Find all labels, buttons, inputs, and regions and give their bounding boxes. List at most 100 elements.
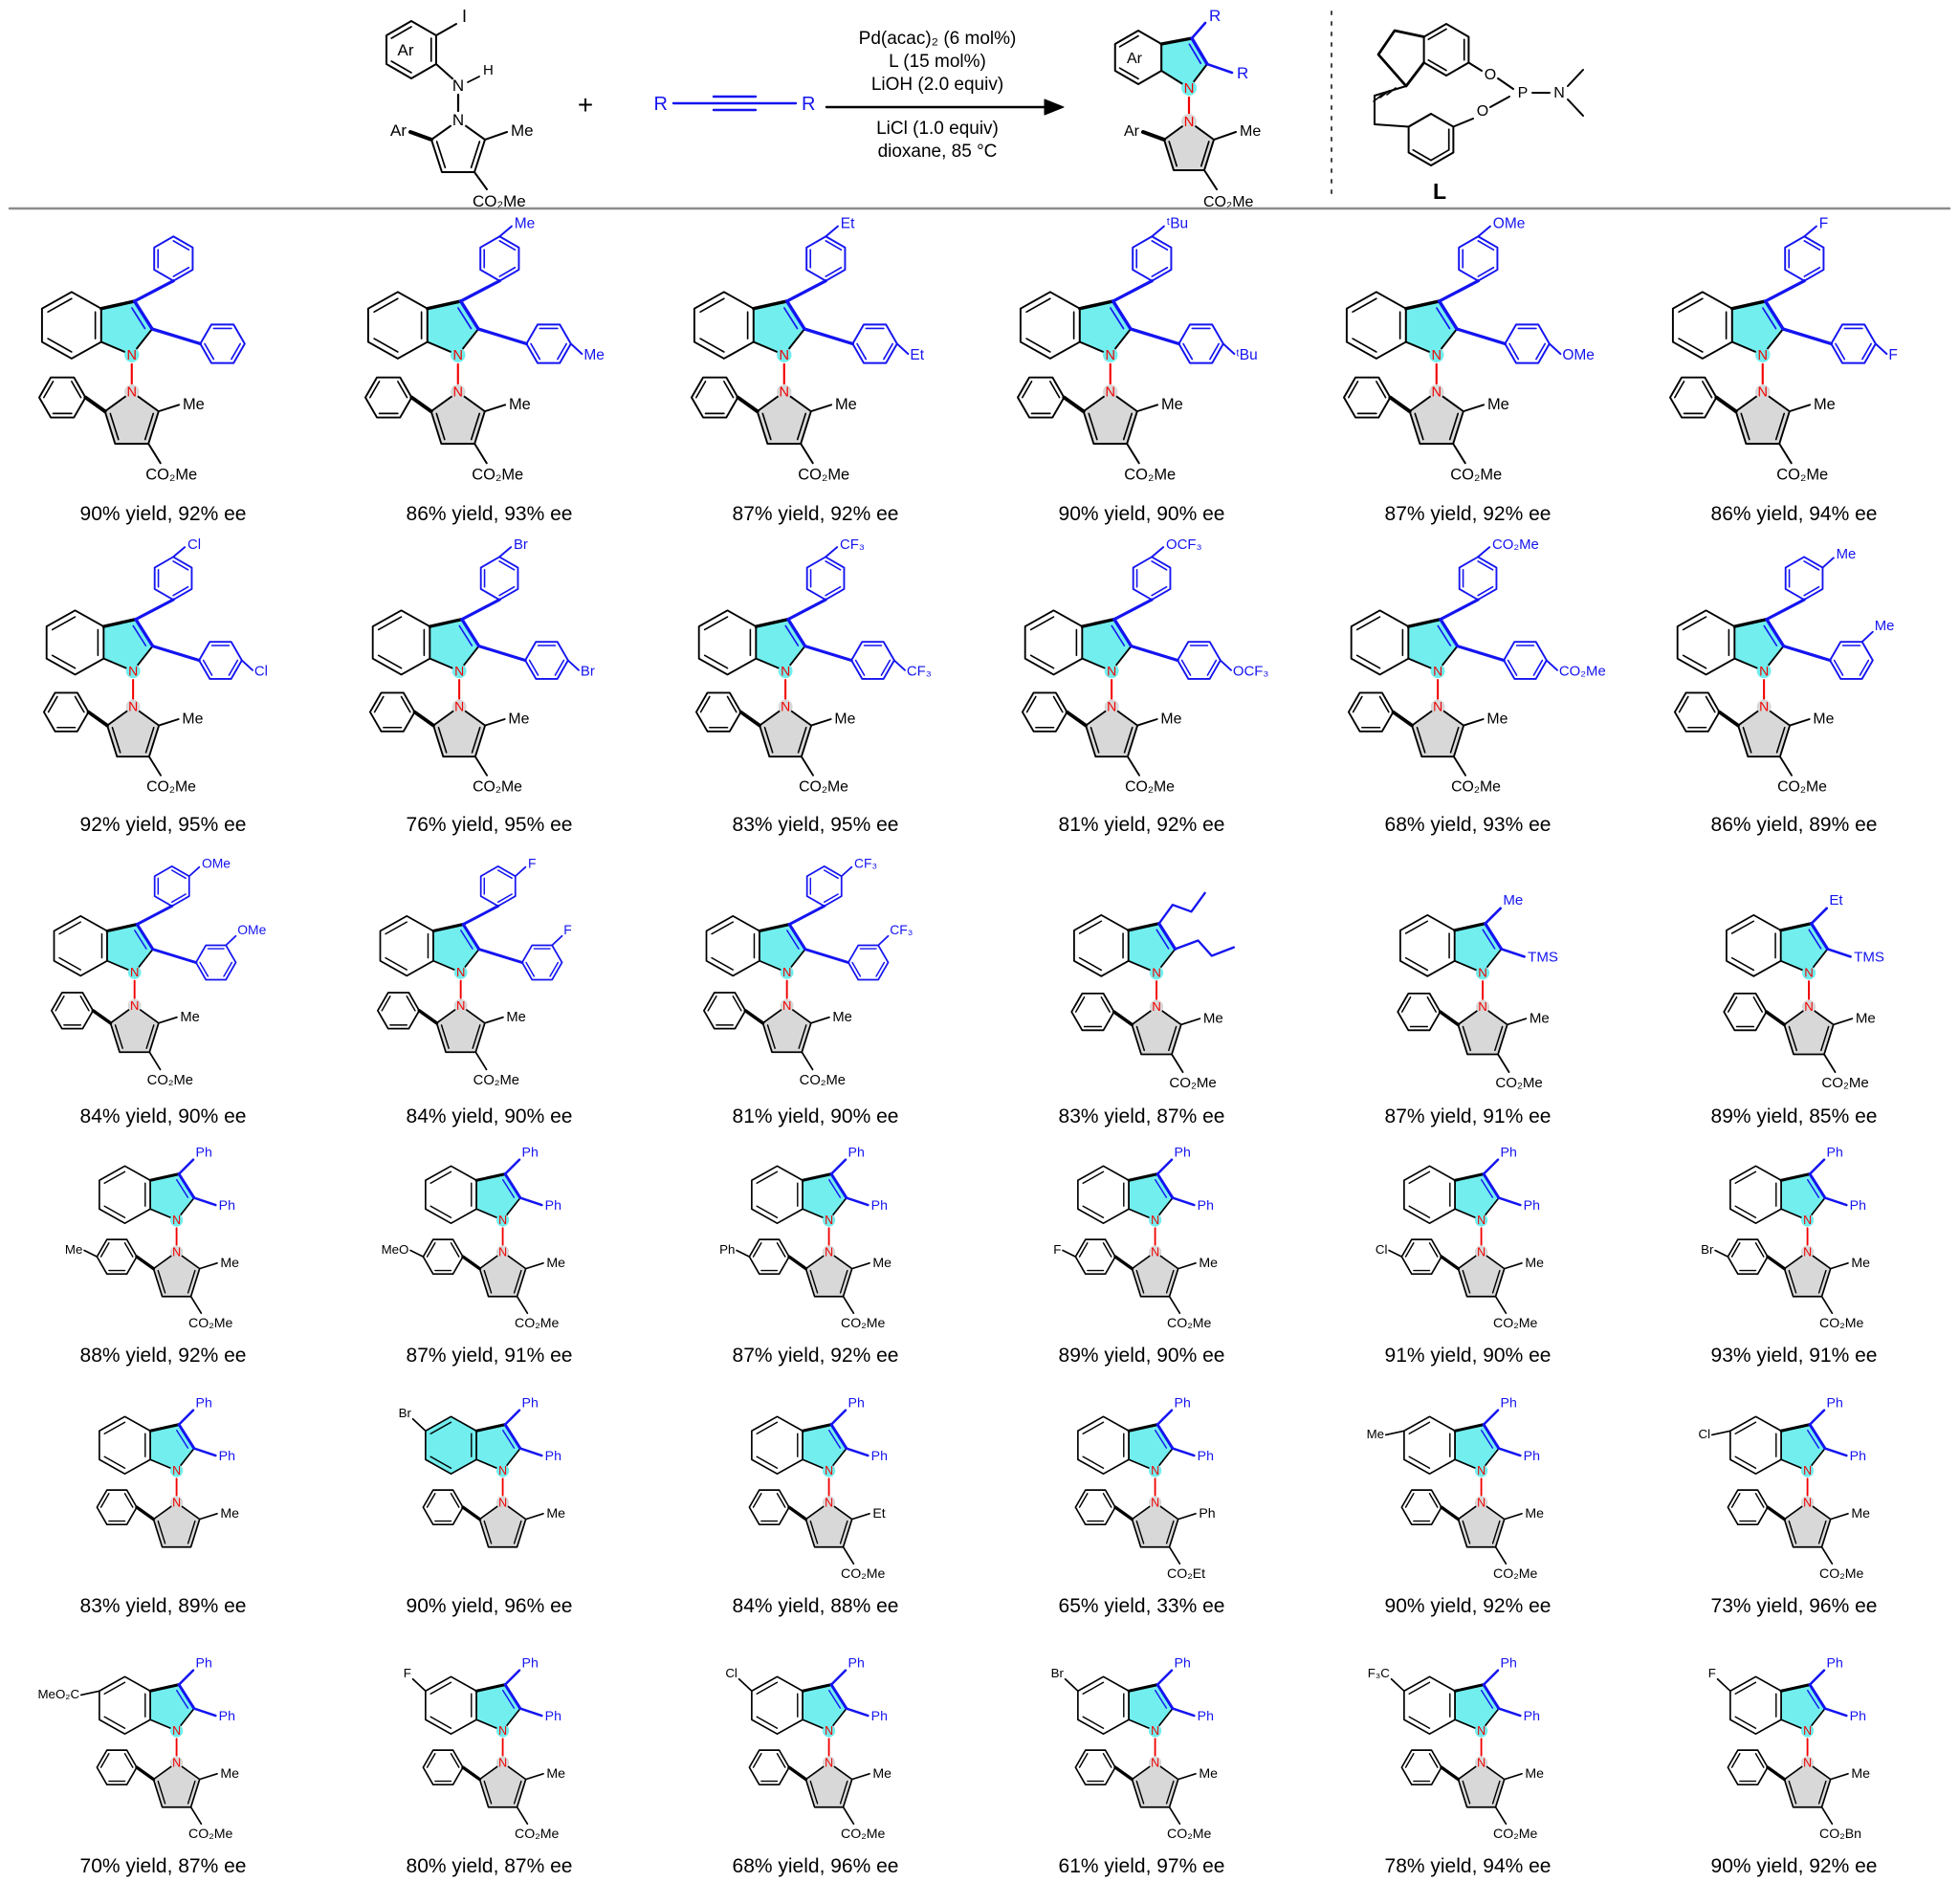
ligand-o-top-label: O [1485,67,1496,83]
c2-substituent: CF₃ [803,641,932,680]
n-aryl-group [1396,992,1460,1032]
ester-group: CO₂Me [1169,1053,1216,1091]
compound-structure: OMe OMe N N Me CO₂Me [51,856,267,1088]
c2-substituent [1173,939,1235,957]
n-aryl-group [1069,992,1134,1032]
ester-label: CO₂Me [146,779,196,796]
c3-substituent [132,235,194,303]
pyrrole-group: N Me [804,1756,891,1808]
product-structure: Ar R R N N Ar Me CO₂Me [1113,7,1261,210]
indole-sub-label: Cl [725,1666,737,1680]
c2-sub-label: F [1888,347,1897,363]
c3-substituent: Ph [1808,1144,1843,1175]
compound-card: Ph Ph N N Me MeO CO₂Me 87% yield, 91% ee [326,1138,652,1377]
compound-structure: Ph Ph N N Me Br CO₂Me [1701,1144,1870,1330]
indole-group [99,1165,196,1225]
n-n-bond: N [454,965,468,999]
pyrrole-n-label: N [454,699,464,714]
indole-group [425,1415,522,1476]
pyrrole-group: N Me [103,384,205,445]
n-aryl-group [368,691,435,733]
pyrrole-group: N Me [478,1756,565,1808]
pyrrole-c2-label: Me [1487,396,1509,413]
c2-sub-label: Me [1874,619,1894,634]
n-n-bond: N [1756,663,1772,700]
c3-substituent: Ph [1482,1394,1517,1426]
conditions-above-line: L (15 mol%) [889,52,986,72]
n-aryl-group: Br [1701,1238,1787,1275]
product-r3-label: R [1209,7,1221,25]
ester-group: CO₂Me [146,755,196,796]
pyrrole-c2-label: Me [1202,1011,1222,1027]
compound-structure: Br Br N N Me CO₂Me [368,537,595,796]
indole-group [1077,1675,1175,1736]
n-n-bond: N [169,1464,184,1497]
c2-sub-label: Me [583,347,605,363]
c2-substituent: OMe [1455,323,1595,364]
iodide-label: I [462,7,467,26]
n-n-bond: N [1428,347,1444,385]
n-aryl-sub-label: Ph [719,1242,735,1257]
n-n-bond: N [1800,1214,1815,1246]
indole-group [1350,609,1459,676]
yield-ee-label: 93% yield, 91% ee [1710,1345,1878,1367]
compound-structure: F F N N Me CO₂Me [377,856,572,1088]
ester-label: CO₂Me [1167,1826,1211,1841]
c2-sub-label: Ph [1198,1708,1214,1723]
ester-group: CO₂Me [799,755,848,796]
c3-sub-label: Et [1829,892,1843,908]
pyrrole-n-label: N [781,699,790,714]
pyrrole-c2-label: Me [1160,711,1181,728]
ester-label: CO₂Me [1493,1565,1537,1581]
yield-ee-label: 86% yield, 94% ee [1710,503,1878,525]
c3-sub-label: OMe [1493,216,1526,232]
pyrrole-n-label: N [172,1245,181,1258]
c3-substituent: Ph [177,1394,212,1426]
ester-group: CO₂Me [1819,1545,1864,1581]
compound-card: Me Me N N Me CO₂Me 86% yield, 93% ee [326,210,652,536]
compound-card: Ph Ph F N N Me CO₂Bn 90% yield, 92% ee [1631,1628,1957,1888]
ester-group: CO₂Me [473,1051,519,1088]
c3-substituent [1157,891,1206,925]
indole-n-label: N [126,348,136,363]
yield-ee-label: 83% yield, 87% ee [1058,1105,1225,1127]
c3-substituent: Ph [503,1654,539,1686]
indole-n-label: N [1151,1464,1159,1477]
c2-substituent [150,323,246,364]
indole-group [40,291,154,360]
indole-n-label: N [1151,1724,1159,1738]
c2-substituent: Ph [1497,1196,1540,1213]
n-n-bond: N [495,1214,510,1246]
indole-n-label: N [498,1464,507,1477]
c2-substituent: Ph [1497,1707,1540,1723]
compound-structure: Ph Ph Cl N N Me CO₂Me [725,1654,891,1841]
alkyne-r-left: R [654,94,668,115]
c2-sub-label: CF₃ [891,922,913,937]
n-aryl-group [51,992,113,1030]
pyrrole-n-label: N [498,1756,507,1769]
compound-card: Ph Ph Cl N N Me CO₂Me 73% yield, 96% ee [1631,1377,1957,1628]
n-n-bond: N [1148,1724,1162,1757]
substrate-pyrrole-n-label: N [452,111,464,129]
c2-substituent: Ph [1171,1196,1214,1213]
c2-sub-label: Ph [1850,1448,1866,1463]
indole-group [1072,913,1177,977]
ester-group: CO₂Me [188,1806,233,1841]
indole-group [697,609,806,676]
indole-n-label: N [1803,1464,1812,1477]
pyrrole-c2-label: Me [872,1255,891,1270]
c2-substituent: Ph [1823,1196,1866,1213]
conditions-below-line: LiCl (1.0 equiv) [876,119,999,139]
pyrrole-c2-label: Me [508,711,529,728]
indole-substituent: Cl [725,1666,753,1693]
yield-ee-label: 70% yield, 87% ee [79,1855,247,1877]
indole-sub-label: Me [1367,1427,1384,1441]
compound-card: N N Me CO₂Me 90% yield, 92% ee [0,210,326,536]
compound-card: F F N N Me CO₂Me 84% yield, 90% ee [326,846,652,1138]
pyrrole-c2-label: Ph [1199,1505,1215,1521]
n-n-bond: N [1430,663,1445,700]
compound-card: Br Br N N Me CO₂Me 76% yield, 95% ee [326,536,652,846]
indole-group [1403,1415,1501,1476]
ester-group: CO₂Me [1167,1295,1212,1330]
